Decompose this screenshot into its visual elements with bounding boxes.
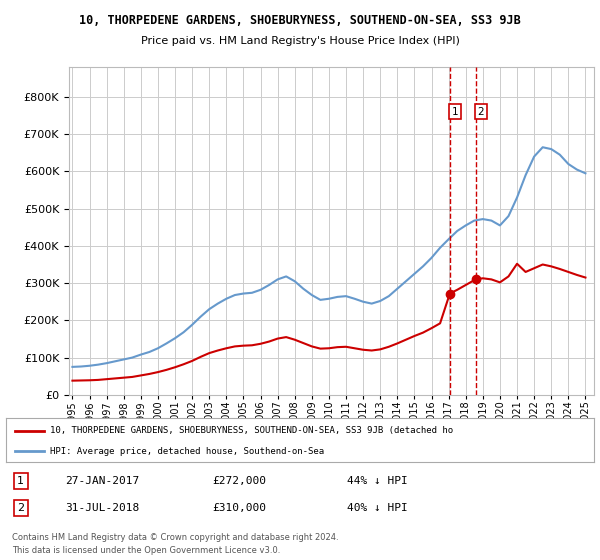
Text: 44% ↓ HPI: 44% ↓ HPI bbox=[347, 476, 408, 486]
Text: 40% ↓ HPI: 40% ↓ HPI bbox=[347, 503, 408, 513]
Text: Contains HM Land Registry data © Crown copyright and database right 2024.: Contains HM Land Registry data © Crown c… bbox=[12, 533, 338, 542]
Text: 1: 1 bbox=[452, 107, 458, 117]
Text: 2: 2 bbox=[478, 107, 484, 117]
Text: 2: 2 bbox=[17, 503, 24, 513]
Text: 1: 1 bbox=[17, 476, 24, 486]
Text: 27-JAN-2017: 27-JAN-2017 bbox=[65, 476, 139, 486]
Text: Price paid vs. HM Land Registry's House Price Index (HPI): Price paid vs. HM Land Registry's House … bbox=[140, 36, 460, 46]
Text: This data is licensed under the Open Government Licence v3.0.: This data is licensed under the Open Gov… bbox=[12, 546, 280, 555]
Text: 31-JUL-2018: 31-JUL-2018 bbox=[65, 503, 139, 513]
Text: £272,000: £272,000 bbox=[212, 476, 266, 486]
Text: HPI: Average price, detached house, Southend-on-Sea: HPI: Average price, detached house, Sout… bbox=[50, 446, 324, 456]
Text: £310,000: £310,000 bbox=[212, 503, 266, 513]
Text: 10, THORPEDENE GARDENS, SHOEBURYNESS, SOUTHEND-ON-SEA, SS3 9JB (detached ho: 10, THORPEDENE GARDENS, SHOEBURYNESS, SO… bbox=[50, 426, 453, 435]
Text: 10, THORPEDENE GARDENS, SHOEBURYNESS, SOUTHEND-ON-SEA, SS3 9JB: 10, THORPEDENE GARDENS, SHOEBURYNESS, SO… bbox=[79, 14, 521, 27]
